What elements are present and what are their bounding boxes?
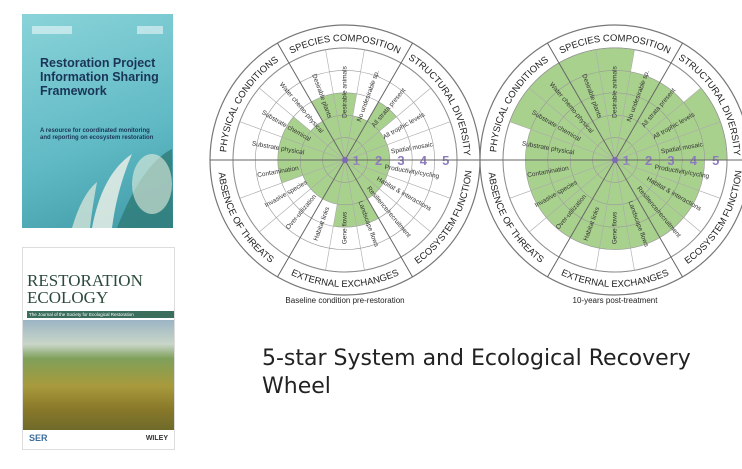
wheel-caption: Baseline condition pre-restoration: [285, 296, 404, 305]
attribute-label: Desirable animals: [342, 65, 349, 117]
wheel-center: [342, 157, 348, 163]
attribute-label: Gene flows: [342, 211, 349, 244]
cover-photo: [23, 320, 174, 430]
slide-title: 5-star System and Ecological Recovery Wh…: [262, 345, 702, 401]
wheel-center: [612, 157, 618, 163]
attribute-label: Gene flows: [612, 211, 619, 244]
journal-logo: SER: [29, 433, 48, 443]
publisher: WILEY: [146, 435, 168, 442]
attribute-label: Desirable animals: [612, 65, 619, 117]
slide: Restoration Project Information Sharing …: [0, 0, 742, 469]
wheel-caption: 10-years post-treatment: [573, 296, 659, 305]
